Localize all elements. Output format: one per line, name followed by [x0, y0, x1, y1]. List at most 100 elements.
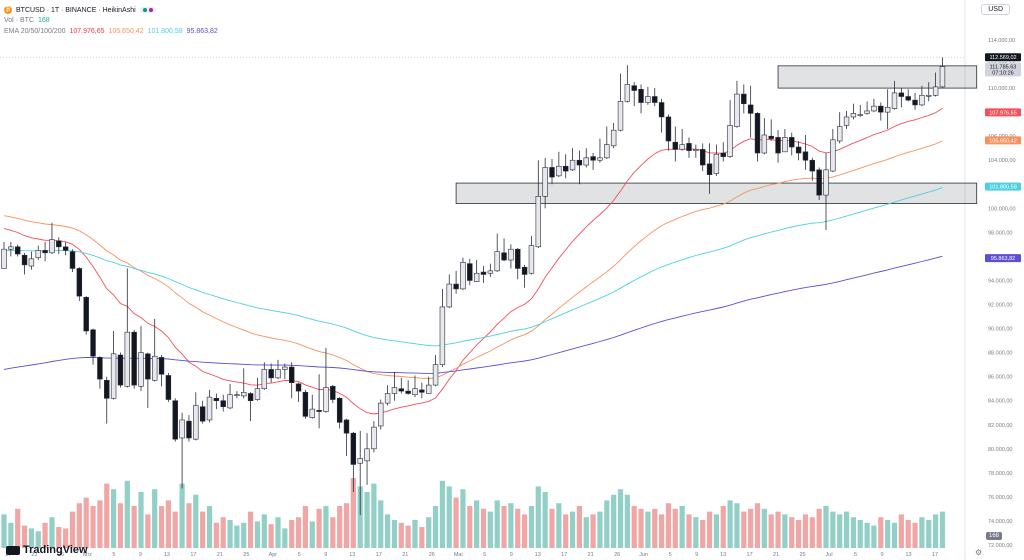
candle-body	[138, 352, 144, 387]
volume-legend: Vol · BTC 168	[4, 17, 50, 24]
volume-bar	[152, 489, 158, 548]
currency-selector[interactable]: USD	[981, 4, 1010, 15]
volume-bar	[138, 492, 144, 548]
x-tick-label: 17	[376, 552, 382, 558]
candle-body	[467, 263, 473, 281]
volume-bar	[405, 525, 411, 548]
volume-bar	[590, 514, 596, 548]
candle-body	[104, 379, 110, 399]
price-label-text: 95.863,82	[991, 256, 1015, 262]
candle-body	[576, 159, 583, 166]
x-tick-label: 17	[5, 552, 11, 558]
volume-bar	[796, 520, 802, 548]
volume-bar	[617, 489, 624, 548]
volume-bar	[672, 508, 678, 548]
volume-bar	[864, 522, 870, 548]
volume-bar	[467, 506, 473, 548]
volume-bar	[754, 503, 761, 548]
candle-body	[926, 95, 932, 97]
candle-body	[480, 271, 487, 275]
volume-bar	[275, 517, 281, 548]
ema20-value: 107.976,65	[69, 28, 105, 35]
x-tick-label: 9	[695, 552, 698, 558]
x-tick-label: Jul	[826, 552, 833, 558]
candle-body	[652, 96, 658, 103]
candle-body	[124, 331, 131, 387]
candle-body	[193, 405, 199, 440]
volume-bar	[453, 497, 459, 548]
volume-bar	[652, 508, 658, 548]
symbol-title[interactable]: BTCUSD · 1T · BINANCE · HeikinAshi	[16, 6, 136, 14]
volume-bar	[933, 514, 939, 548]
x-tick-label: 17	[932, 552, 938, 558]
candle-body	[419, 389, 425, 393]
x-tick-label: 5	[669, 552, 672, 558]
volume-bar	[563, 514, 569, 548]
candle-body	[302, 391, 309, 417]
candle-body	[76, 268, 83, 297]
candle-body	[432, 364, 439, 386]
volume-bar	[926, 520, 932, 548]
y-tick-label: 72.000,00	[988, 543, 1012, 549]
x-tick-label: 13	[164, 552, 170, 558]
candle-body	[384, 393, 391, 404]
volume-bar	[179, 483, 185, 548]
volume-bar	[364, 492, 370, 548]
volume-bar	[912, 522, 918, 548]
candle-body	[282, 366, 288, 370]
y-tick-label: 90.000,00	[988, 327, 1012, 333]
volume-bar	[720, 506, 726, 548]
volume-bar	[891, 522, 898, 548]
volume-bar	[638, 508, 644, 548]
candle-body	[727, 125, 733, 157]
candle-body	[864, 110, 870, 114]
candle-body	[69, 251, 76, 269]
x-tick-label: 13	[349, 552, 355, 558]
candle-body	[336, 398, 343, 423]
candle-body	[56, 240, 62, 248]
candle-body	[734, 93, 740, 127]
volume-bar	[604, 500, 610, 548]
volume-bar	[117, 503, 124, 548]
volume-bar	[419, 527, 425, 548]
candle-body	[275, 369, 281, 379]
volume-bar	[200, 511, 206, 548]
volume-bar	[193, 494, 199, 548]
candle-body	[453, 283, 459, 290]
volume-bar	[686, 514, 692, 548]
volume-bar	[42, 522, 48, 548]
x-tick-label: 5	[298, 552, 301, 558]
x-tick-label: 13	[905, 552, 911, 558]
candle-body	[398, 388, 404, 392]
y-tick-label: 110.000,00	[988, 86, 1015, 92]
candle-body	[254, 388, 261, 400]
x-tick-label: 21	[31, 552, 37, 558]
volume-bar	[63, 528, 69, 548]
volume-bar	[295, 517, 302, 548]
bitcoin-icon: ₿	[4, 6, 12, 14]
candle-body	[501, 252, 507, 261]
price-label-ema100	[985, 182, 1021, 191]
candle-body	[569, 159, 576, 171]
candle-body	[316, 410, 322, 412]
price-label-text: 07:10:26	[992, 70, 1013, 76]
volume-bar	[391, 520, 398, 548]
candle-body	[768, 135, 774, 139]
candle-body	[152, 355, 158, 381]
candle-body	[857, 114, 863, 116]
volume-bar	[165, 500, 171, 548]
volume-bar	[206, 506, 213, 548]
gear-icon[interactable]: ⚙	[975, 548, 983, 557]
volume-bar	[631, 506, 637, 548]
volume-bar	[254, 521, 261, 548]
tradingview-logo[interactable]: TradingView	[6, 544, 88, 556]
volume-bar	[446, 486, 452, 548]
volume-bar	[172, 511, 178, 548]
candle-body	[912, 99, 918, 106]
price-label-ema50	[985, 136, 1021, 145]
candle-body	[213, 398, 220, 402]
candle-body	[15, 246, 21, 255]
candle-body	[823, 169, 829, 196]
candle-body	[357, 458, 363, 464]
